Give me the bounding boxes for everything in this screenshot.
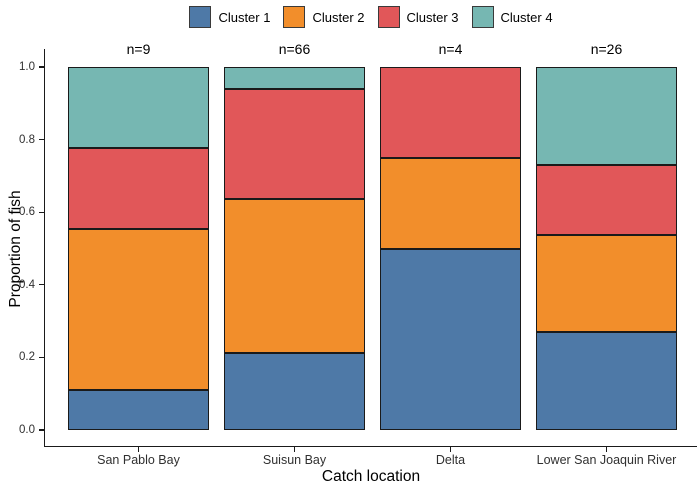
y-axis-line: [43, 49, 45, 448]
legend-item-cluster-2: Cluster 2: [283, 6, 365, 28]
legend-item-cluster-4: Cluster 4: [471, 6, 553, 28]
x-tick-mark: [137, 447, 140, 453]
legend: Cluster 1 Cluster 2 Cluster 3 Cluster 4: [45, 4, 697, 30]
legend-item-cluster-3: Cluster 3: [377, 6, 459, 28]
y-tick-label: 0.6: [19, 206, 35, 219]
legend-label: Cluster 4: [500, 9, 553, 25]
legend-label: Cluster 2: [312, 9, 365, 25]
y-tick-label: 0.0: [19, 424, 35, 436]
legend-item-cluster-1: Cluster 1: [189, 6, 270, 28]
bar-segment-cluster-1: [380, 248, 521, 430]
x-category-label: Suisun Bay: [262, 453, 327, 467]
x-category-label: Delta: [435, 453, 466, 467]
x-tick-mark: [449, 447, 452, 453]
y-tick-mark: [38, 66, 44, 68]
x-tick-mark: [293, 447, 296, 453]
bar-segment-cluster-2: [68, 228, 209, 390]
legend-swatch-icon: [471, 6, 494, 28]
legend-label: Cluster 1: [218, 9, 271, 25]
bar-segment-cluster-3: [68, 147, 209, 229]
legend-swatch-icon: [377, 6, 400, 28]
bar-count-label: n=4: [438, 41, 463, 57]
y-tick-mark: [38, 284, 44, 286]
y-tick-label: 0.8: [19, 133, 35, 146]
y-tick-mark: [38, 211, 44, 213]
bar-segment-cluster-1: [536, 332, 677, 430]
bar-segment-cluster-2: [380, 157, 521, 249]
x-category-label: Lower San Joaquin River: [536, 453, 677, 467]
x-category-label: San Pablo Bay: [97, 453, 180, 467]
legend-swatch-icon: [189, 6, 212, 28]
bar-segment-cluster-1: [224, 353, 365, 430]
bar-segment-cluster-3: [380, 67, 521, 158]
bar-count-label: n=9: [126, 41, 151, 57]
bar-segment-cluster-4: [536, 67, 677, 165]
y-tick-mark: [38, 429, 44, 431]
y-axis-title: Proportion of fish: [7, 190, 24, 308]
bar-segment-cluster-3: [224, 89, 365, 200]
bar-segment-cluster-1: [68, 389, 209, 430]
y-tick-mark: [38, 138, 44, 141]
y-tick-label: 1.0: [19, 61, 35, 73]
bar-segment-cluster-4: [68, 67, 209, 148]
y-tick-mark: [38, 356, 44, 359]
bar-count-label: n=26: [590, 41, 623, 57]
y-tick-label: 0.2: [19, 351, 35, 364]
bar-segment-cluster-4: [224, 67, 365, 90]
x-axis-title: Catch location: [321, 468, 421, 485]
x-tick-mark: [605, 447, 608, 453]
bar-segment-cluster-3: [536, 165, 677, 235]
bar-count-label: n=66: [278, 41, 311, 57]
legend-swatch-icon: [283, 6, 306, 28]
bar-segment-cluster-2: [224, 199, 365, 354]
x-axis-line: [43, 445, 697, 448]
legend-label: Cluster 3: [406, 9, 459, 25]
y-tick-label: 0.4: [19, 278, 35, 291]
bar-segment-cluster-2: [536, 234, 677, 333]
